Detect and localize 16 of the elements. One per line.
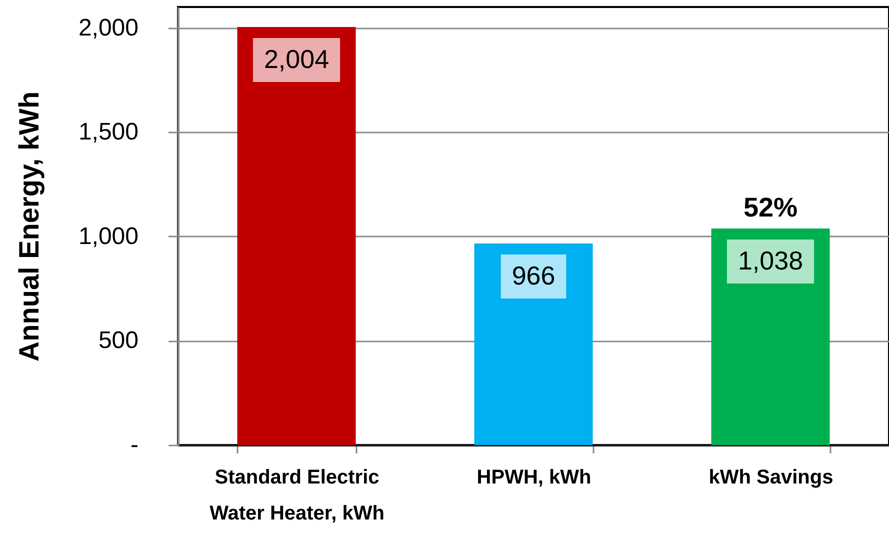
data-label: 1,038 — [738, 246, 804, 276]
data-label: 2,004 — [264, 44, 330, 74]
y-tick-label: 2,000 — [78, 14, 138, 42]
x-tick-label: Standard Electric Water Heater, kWh — [210, 466, 384, 524]
y-tick-label: 1,500 — [78, 118, 138, 146]
x-tick-label: HPWH, kWh — [476, 466, 592, 488]
y-axis-title: Annual Energy, kWh — [14, 91, 44, 362]
bar — [474, 244, 593, 445]
y-tick-label: 500 — [98, 327, 138, 354]
annotation: 52% — [743, 192, 798, 223]
bar — [237, 27, 356, 445]
bar — [711, 228, 830, 445]
x-tick-label: kWh Savings — [708, 466, 834, 488]
y-tick-label: 1,000 — [78, 222, 138, 250]
y-tick-label: - — [130, 432, 138, 458]
data-label: 966 — [512, 260, 556, 291]
